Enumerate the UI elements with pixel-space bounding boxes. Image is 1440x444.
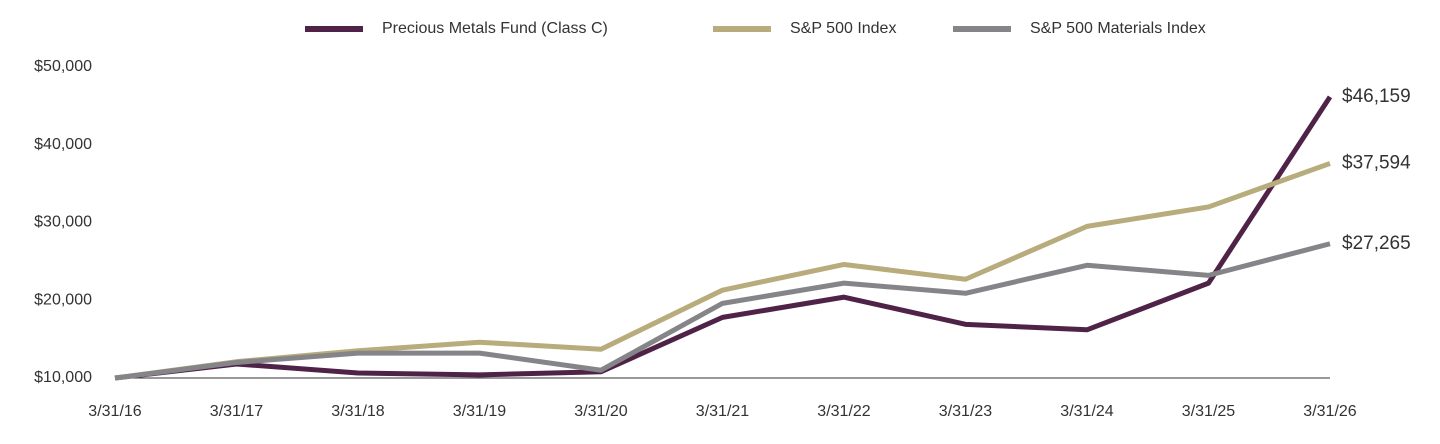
x-tick-label: 3/31/26 (1303, 403, 1356, 420)
x-tick-label: 3/31/18 (331, 403, 384, 420)
legend-label: S&P 500 Materials Index (1030, 20, 1206, 37)
x-tick-label: 3/31/19 (453, 403, 506, 420)
y-tick-label: $40,000 (34, 136, 92, 153)
x-tick-label: 3/31/16 (88, 403, 141, 420)
x-tick-label: 3/31/20 (574, 403, 627, 420)
y-tick-label: $10,000 (34, 369, 92, 386)
value-label: $27,265 (1342, 233, 1411, 254)
x-tick-label: 3/31/25 (1182, 403, 1235, 420)
x-tick-label: 3/31/22 (817, 403, 870, 420)
legend-label: S&P 500 Index (790, 20, 896, 37)
y-tick-label: $30,000 (34, 214, 92, 231)
y-tick-label: $20,000 (34, 291, 92, 308)
series-line (114, 241, 1331, 381)
x-tick-label: 3/31/21 (696, 403, 749, 420)
legend-label: Precious Metals Fund (Class C) (382, 20, 608, 37)
x-tick-label: 3/31/23 (939, 403, 992, 420)
y-tick-label: $50,000 (34, 58, 92, 75)
series-line (114, 95, 1333, 381)
value-label: $37,594 (1342, 152, 1411, 173)
x-tick-label: 3/31/17 (210, 403, 263, 420)
x-tick-label: 3/31/24 (1060, 403, 1113, 420)
value-label: $46,159 (1342, 86, 1411, 107)
